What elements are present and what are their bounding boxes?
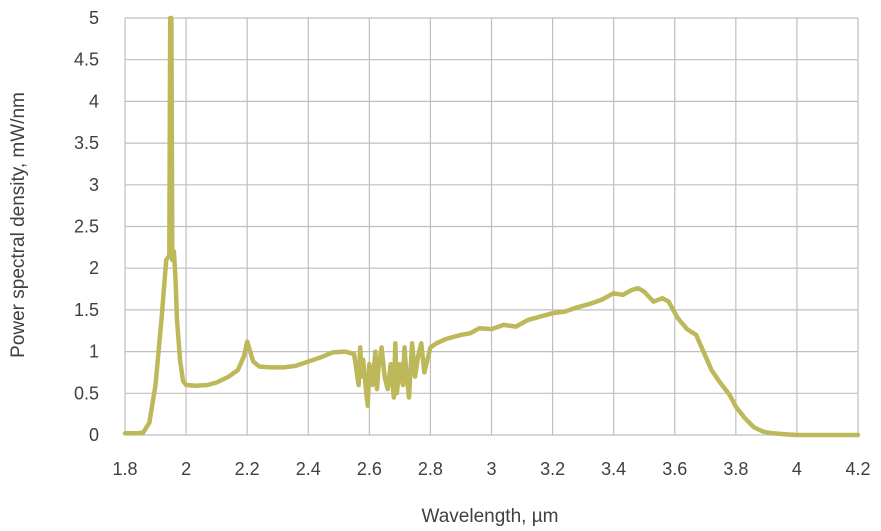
y-tick-label: 0 bbox=[89, 425, 99, 445]
x-tick-label: 3.2 bbox=[540, 459, 565, 479]
y-tick-label: 2.5 bbox=[74, 217, 99, 237]
x-tick-label: 2.2 bbox=[235, 459, 260, 479]
series-line bbox=[122, 15, 861, 438]
y-axis-title: Power spectral density, mW/nm bbox=[8, 92, 29, 358]
x-tick-label: 3.4 bbox=[601, 459, 626, 479]
y-tick-label: 0.5 bbox=[74, 383, 99, 403]
grid bbox=[124, 17, 859, 436]
x-tick-label: 2.4 bbox=[296, 459, 321, 479]
x-tick-label: 3 bbox=[486, 459, 496, 479]
x-tick-labels: 1.8 2 2.2 2.4 2.6 2.8 3 3.2 3.4 3.6 3.8 4 4.2 bbox=[112, 459, 870, 479]
x-axis-title: Wavelength, µm bbox=[422, 506, 559, 527]
x-tick-label: 2 bbox=[181, 459, 191, 479]
y-tick-label: 4.5 bbox=[74, 50, 99, 70]
y-tick-label: 4 bbox=[89, 91, 99, 111]
x-tick-label: 2.8 bbox=[418, 459, 443, 479]
y-tick-label: 1.5 bbox=[74, 300, 99, 320]
x-tick-label: 4 bbox=[792, 459, 802, 479]
y-tick-labels: 0 0.5 1 1.5 2 2.5 3 3.5 4 4.5 5 bbox=[74, 8, 99, 445]
y-tick-label: 3.5 bbox=[74, 133, 99, 153]
y-tick-label: 3 bbox=[89, 175, 99, 195]
x-tick-label: 4.2 bbox=[845, 459, 870, 479]
y-tick-label: 1 bbox=[89, 342, 99, 362]
x-tick-label: 3.8 bbox=[723, 459, 748, 479]
x-tick-label: 1.8 bbox=[112, 459, 137, 479]
y-tick-label: 5 bbox=[89, 8, 99, 28]
y-tick-label: 2 bbox=[89, 258, 99, 278]
x-tick-label: 3.6 bbox=[662, 459, 687, 479]
x-tick-label: 2.6 bbox=[357, 459, 382, 479]
